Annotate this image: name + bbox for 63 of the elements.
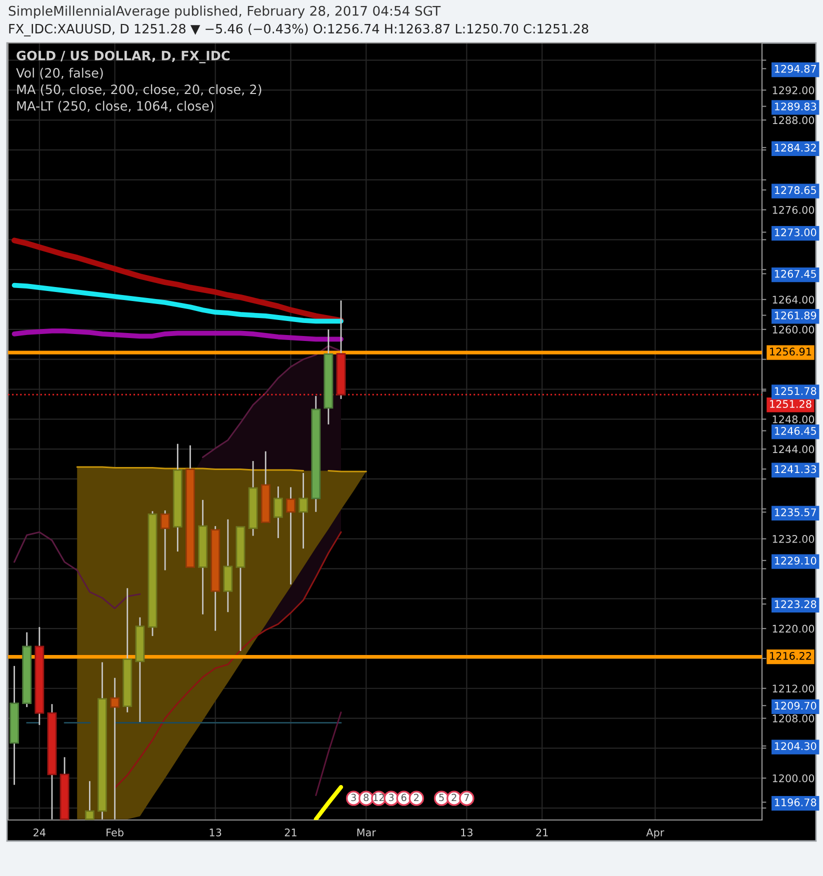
annotation: 7 [464,794,469,801]
y2-tick-label: 1294.87 [774,64,816,73]
x-tick-label: 21 [284,828,296,836]
annotation: 8 [364,794,369,802]
ref-line-label: 1256.91 [770,348,812,356]
y2-tick-label: 1289.83 [774,102,816,110]
annotation: 3 [388,794,394,802]
y2-tick-label: 1267.45 [774,270,816,278]
annotation: 2 [414,794,419,801]
annotation: 3 [351,794,356,802]
y2-tick-label: 1235.57 [774,508,816,516]
y-tick-label: 1208.00 [772,714,814,722]
annotation: MA (50, close, 200, close, 20, close, 2) [17,84,262,96]
text: GOLD / US DOLLAR, D, FX_IDC [16,50,230,64]
x-tick-label: Apr [646,828,664,838]
y2-tick-label: 1196.78 [774,798,816,806]
y2-tick-label: 1246.45 [774,426,816,435]
y-tick-label: 1200.00 [772,774,814,782]
y-tick-label: 1220.00 [772,624,814,633]
y2-tick-label: 1251.78 [774,387,816,395]
candlestick [160,510,170,571]
x-tick-label: 24 [34,828,46,836]
ref-line-label: 1251.28 [770,400,812,408]
y-tick-label: 1264.00 [772,296,814,304]
text: SimpleMillennialAverage published, February 28, 2017 04:54 SGT [8,6,441,18]
annotation: 5 [439,794,444,802]
candlestick [84,780,94,820]
candlestick [298,472,308,550]
y2-tick-label: 1261.89 [774,312,816,320]
y2-tick-label: 1273.00 [774,228,816,236]
y-tick-label: 1212.00 [772,684,814,692]
chart-subtitle: FX_IDC:XAUUSD, D 1251.28 ▼ −5.46 (−0.43%) O:1256.74 H:1263.87 L:1250.70 C:1251.28 [9,24,588,36]
annotation: 12 [374,794,384,801]
candlestick [110,677,120,820]
y2-tick-label: 1241.33 [774,465,816,474]
y-tick-label: 1276.00 [772,206,814,214]
annotation: 2 [452,794,456,801]
y2-tick-label: 1223.28 [774,600,816,608]
y2-tick-label: 1278.65 [774,186,816,194]
annotation: Vol (20, false) [16,68,103,80]
y-tick-label: 1292.00 [772,86,814,94]
candlestick [286,486,296,586]
y2-tick-label: 1204.30 [774,742,816,750]
x-tick-label: 21 [536,828,548,836]
x-tick-label: 13 [461,828,472,836]
y-tick-label: 1260.00 [772,326,814,334]
annotation: 6 [401,794,406,802]
y2-tick-label: 1229.10 [774,556,816,565]
y2-tick-label: 1284.32 [774,144,816,152]
annotation: MA-LT (250, close, 1064, close) [17,100,214,112]
y-tick-label: 1232.00 [772,535,814,543]
line-series [12,282,344,324]
candlestick [273,486,283,539]
x-tick-label: Mar [357,828,376,836]
y-tick-label: 1288.00 [772,116,814,124]
y2-tick-label: 1209.70 [774,702,816,710]
x-tick-label: Feb [106,828,124,836]
line-series [12,328,344,342]
y-tick-label: 1248.00 [772,415,814,424]
x-tick-label: 13 [210,828,222,836]
y-tick-label: 1244.00 [772,445,814,454]
ref-line-label: 1216.22 [770,652,811,660]
line-series [114,531,342,789]
